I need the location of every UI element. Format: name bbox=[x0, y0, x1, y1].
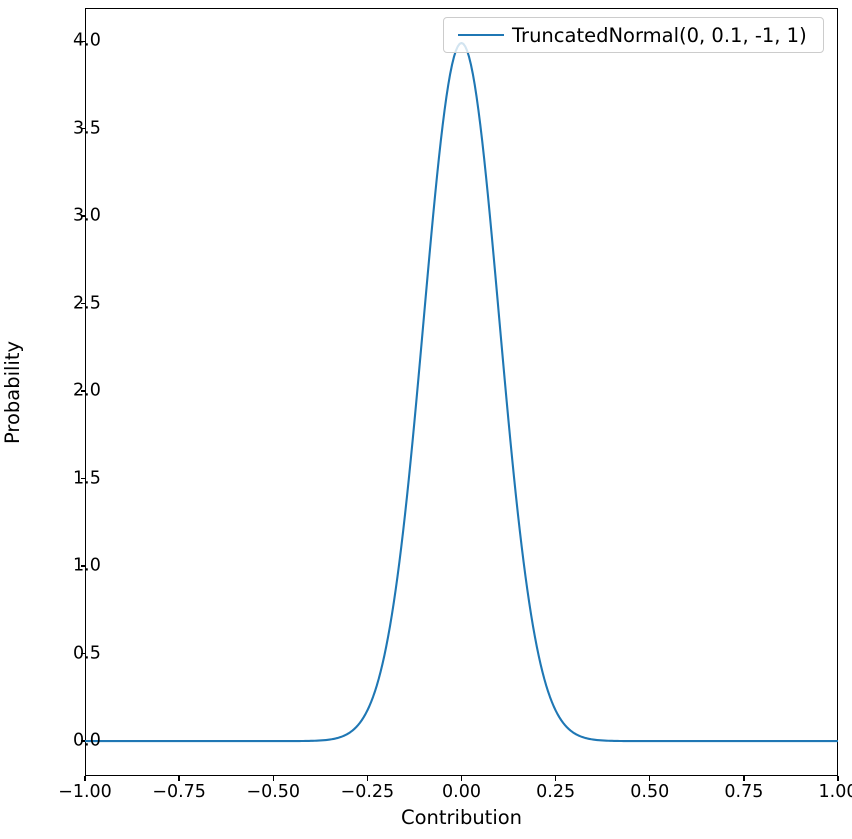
x-tick-label: 0.00 bbox=[442, 782, 481, 802]
x-tick-mark bbox=[837, 776, 839, 781]
x-tick-label: 0.75 bbox=[724, 782, 764, 802]
x-tick-label: −0.25 bbox=[340, 782, 395, 802]
x-tick-label: −0.75 bbox=[152, 782, 206, 802]
y-tick-mark bbox=[80, 302, 85, 305]
x-tick-mark bbox=[554, 776, 557, 781]
y-tick-label: 2.5 bbox=[73, 293, 101, 313]
y-tick-label: 0.5 bbox=[73, 642, 101, 663]
chart-legend[interactable]: TruncatedNormal(0, 0.1, -1, 1) bbox=[443, 17, 824, 53]
x-tick-mark bbox=[366, 776, 369, 781]
y-tick-mark bbox=[80, 390, 85, 392]
y-tick-mark bbox=[80, 215, 85, 217]
y-tick-label: 2.0 bbox=[73, 380, 101, 401]
y-tick-label: 1.5 bbox=[73, 467, 101, 488]
x-tick-label: −1.00 bbox=[58, 782, 112, 802]
x-tick-label: 0.50 bbox=[630, 782, 670, 802]
y-tick-mark bbox=[80, 740, 85, 742]
legend-line-swatch-icon bbox=[458, 34, 504, 36]
y-tick-label: 4.0 bbox=[73, 30, 101, 51]
x-tick-label: 1.00 bbox=[818, 782, 852, 802]
y-axis-label-text: Probability bbox=[1, 340, 25, 444]
y-tick-mark bbox=[80, 565, 85, 567]
x-tick-mark bbox=[178, 776, 180, 781]
legend-entry-label: TruncatedNormal(0, 0.1, -1, 1) bbox=[512, 23, 807, 47]
y-tick-mark bbox=[80, 128, 85, 130]
y-tick-label: 1.0 bbox=[73, 555, 101, 576]
x-tick-mark bbox=[743, 776, 745, 781]
y-axis-label: Probability bbox=[0, 8, 26, 776]
y-tick-mark bbox=[80, 477, 85, 480]
y-tick-label: 3.0 bbox=[73, 205, 101, 226]
y-tick-label: 3.5 bbox=[73, 118, 101, 139]
x-tick-mark bbox=[649, 776, 651, 781]
y-tick-mark bbox=[80, 40, 85, 42]
x-tick-mark bbox=[460, 776, 463, 781]
x-tick-mark bbox=[84, 776, 86, 781]
plot-area bbox=[85, 41, 838, 743]
plot-axes-frame bbox=[85, 8, 838, 776]
x-axis-label: Contribution bbox=[400, 806, 523, 829]
y-tick-label: 0.0 bbox=[73, 730, 101, 751]
line-series-truncated-normal bbox=[85, 41, 838, 743]
x-tick-mark bbox=[272, 776, 274, 781]
x-tick-label: 0.25 bbox=[536, 782, 576, 802]
x-tick-label: −0.50 bbox=[246, 782, 301, 802]
y-tick-mark bbox=[80, 652, 85, 655]
